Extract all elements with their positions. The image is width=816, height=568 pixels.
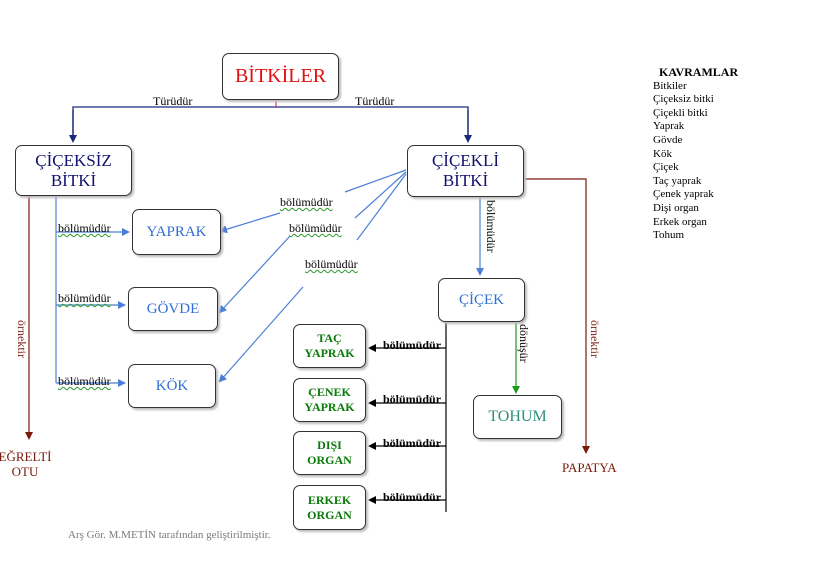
pistil-line1: DIŞI (317, 438, 342, 452)
type-label-right: Türüdür (355, 94, 395, 108)
concept-item: Yaprak (653, 120, 685, 133)
concept-item: Taç yaprak (653, 174, 702, 187)
seed-label: TOHUM (488, 408, 547, 425)
concept-item: Dişi organ (653, 201, 699, 214)
stamen-node: ERKEK ORGAN (293, 485, 366, 530)
pistil-node: DIŞI ORGAN (293, 431, 366, 475)
stem-label: GÖVDE (146, 300, 200, 317)
petal-line2: YAPRAK (304, 346, 355, 360)
sepal-line2: YAPRAK (304, 400, 355, 414)
concept-item: Gövde (653, 133, 683, 146)
concepts-list: KAVRAMLAR Bitkiler Çiçeksiz bitki Çiçekl… (653, 65, 739, 243)
nonflowering-line2: BİTKİ (50, 170, 97, 190)
part-label-flower: bölümüdür (484, 200, 498, 253)
concepts-title: KAVRAMLAR (659, 65, 739, 79)
part-label-leaf-left: bölümüdür (58, 221, 111, 235)
part-label-petal: bölümüdür (383, 338, 442, 352)
pistil-line2: ORGAN (307, 453, 352, 467)
petal-node: TAÇ YAPRAK (293, 324, 366, 368)
part-label-stamen: bölümüdür (383, 490, 442, 504)
concept-item: Çiçeksiz bitki (653, 93, 714, 106)
flower-label: ÇİÇEK (459, 291, 504, 308)
part-label-2: bölümüdür (289, 221, 342, 235)
concept-item: Kök (653, 147, 672, 160)
stem-node: GÖVDE (128, 287, 218, 331)
concept-item: Tohum (653, 229, 685, 242)
petal-line1: TAÇ (317, 331, 342, 345)
fern-line1: EĞRELTİ (0, 449, 52, 464)
root-node: BİTKİLER (222, 53, 339, 100)
part-label-root-left: bölümüdür (58, 374, 111, 388)
example-label-left: örnektir (15, 320, 29, 358)
flowering-line1: ÇİÇEKLİ (431, 151, 500, 170)
root-connector (72, 106, 469, 140)
root-part-node: KÖK (128, 364, 216, 408)
leaf-label: YAPRAK (146, 223, 207, 240)
concept-item: Erkek organ (653, 215, 707, 228)
part-label-sepal: bölümüdür (383, 392, 442, 406)
part-label-stem-left: bölümüdür (58, 291, 111, 305)
seed-node: TOHUM (473, 395, 562, 439)
flowering-line2: BİTKİ (442, 171, 489, 190)
part-label-pistil: bölümüdür (383, 436, 442, 450)
root-title: BİTKİLER (234, 65, 327, 87)
root-part-label: KÖK (155, 377, 189, 394)
part-label-3: bölümüdür (305, 257, 358, 271)
sepal-line1: ÇENEK (308, 385, 351, 399)
example-label-right: örnektir (588, 320, 602, 358)
sepal-node: ÇENEK YAPRAK (293, 378, 366, 422)
stamen-line1: ERKEK (307, 492, 352, 507)
concept-item: Çiçekli bitki (653, 106, 708, 119)
becomes-label: dönüşür (517, 324, 531, 363)
credit-text: Arş Gör. M.METİN tarafından geliştirilmi… (68, 529, 271, 541)
nonflowering-node: ÇİÇEKSİZ BİTKİ (15, 145, 132, 196)
concept-item: Çiçek (653, 161, 679, 174)
nonflowering-line1: ÇİÇEKSİZ (35, 150, 112, 170)
flower-node: ÇİÇEK (438, 278, 525, 322)
concept-item: Çenek yaprak (653, 188, 714, 201)
type-label-left: Türüdür (153, 94, 193, 108)
daisy-example: PAPATYA (562, 460, 617, 475)
fern-line2: OTU (11, 464, 39, 479)
flowering-node: ÇİÇEKLİ BİTKİ (407, 145, 524, 197)
stamen-line2: ORGAN (307, 507, 352, 522)
concept-item: Bitkiler (653, 79, 687, 92)
part-label-1: bölümüdür (280, 195, 333, 209)
leaf-node: YAPRAK (132, 209, 221, 255)
fern-example: EĞRELTİ OTU (0, 449, 56, 479)
